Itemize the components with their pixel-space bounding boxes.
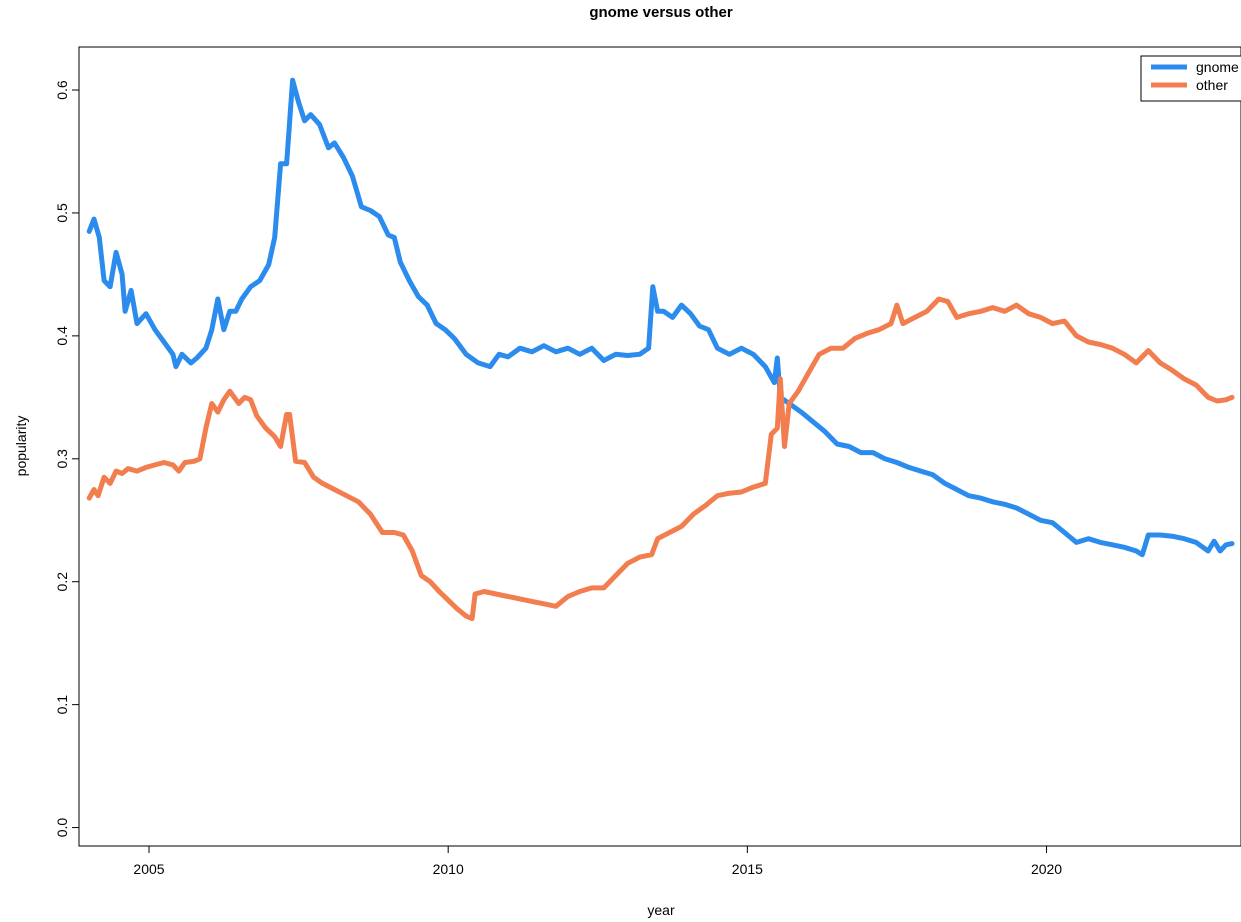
series-layer <box>86 77 1235 622</box>
x-tick-label: 2015 <box>732 861 763 877</box>
y-tick-label: 0.5 <box>54 203 70 223</box>
plot-frame <box>78 46 1241 847</box>
y-tick-label: 0.6 <box>54 80 70 100</box>
legend-box <box>1140 55 1241 102</box>
y-axis-label: popularity <box>13 416 29 477</box>
x-axis-label: year <box>647 902 675 918</box>
y-tick-label: 0.0 <box>54 818 70 838</box>
chart-title: gnome versus other <box>589 4 733 21</box>
x-tick-label: 2020 <box>1031 861 1062 877</box>
series-line-other <box>86 296 1235 622</box>
y-tick-label: 0.2 <box>54 572 70 592</box>
x-tick-label: 2010 <box>433 861 464 877</box>
y-tick-label: 0.4 <box>54 326 70 346</box>
series-line-gnome <box>86 77 1235 558</box>
y-axis: 0.0 0.1 0.2 0.3 0.4 0.5 0.6 <box>54 80 80 838</box>
x-tick-label: 2005 <box>133 861 164 877</box>
legend-label-other: other <box>1196 77 1228 93</box>
y-tick-label: 0.1 <box>54 695 70 715</box>
legend-label-gnome: gnome <box>1196 59 1239 75</box>
x-axis: 2005 2010 2015 2020 <box>133 845 1062 877</box>
legend: gnome other <box>1140 55 1241 102</box>
y-tick-label: 0.3 <box>54 449 70 469</box>
